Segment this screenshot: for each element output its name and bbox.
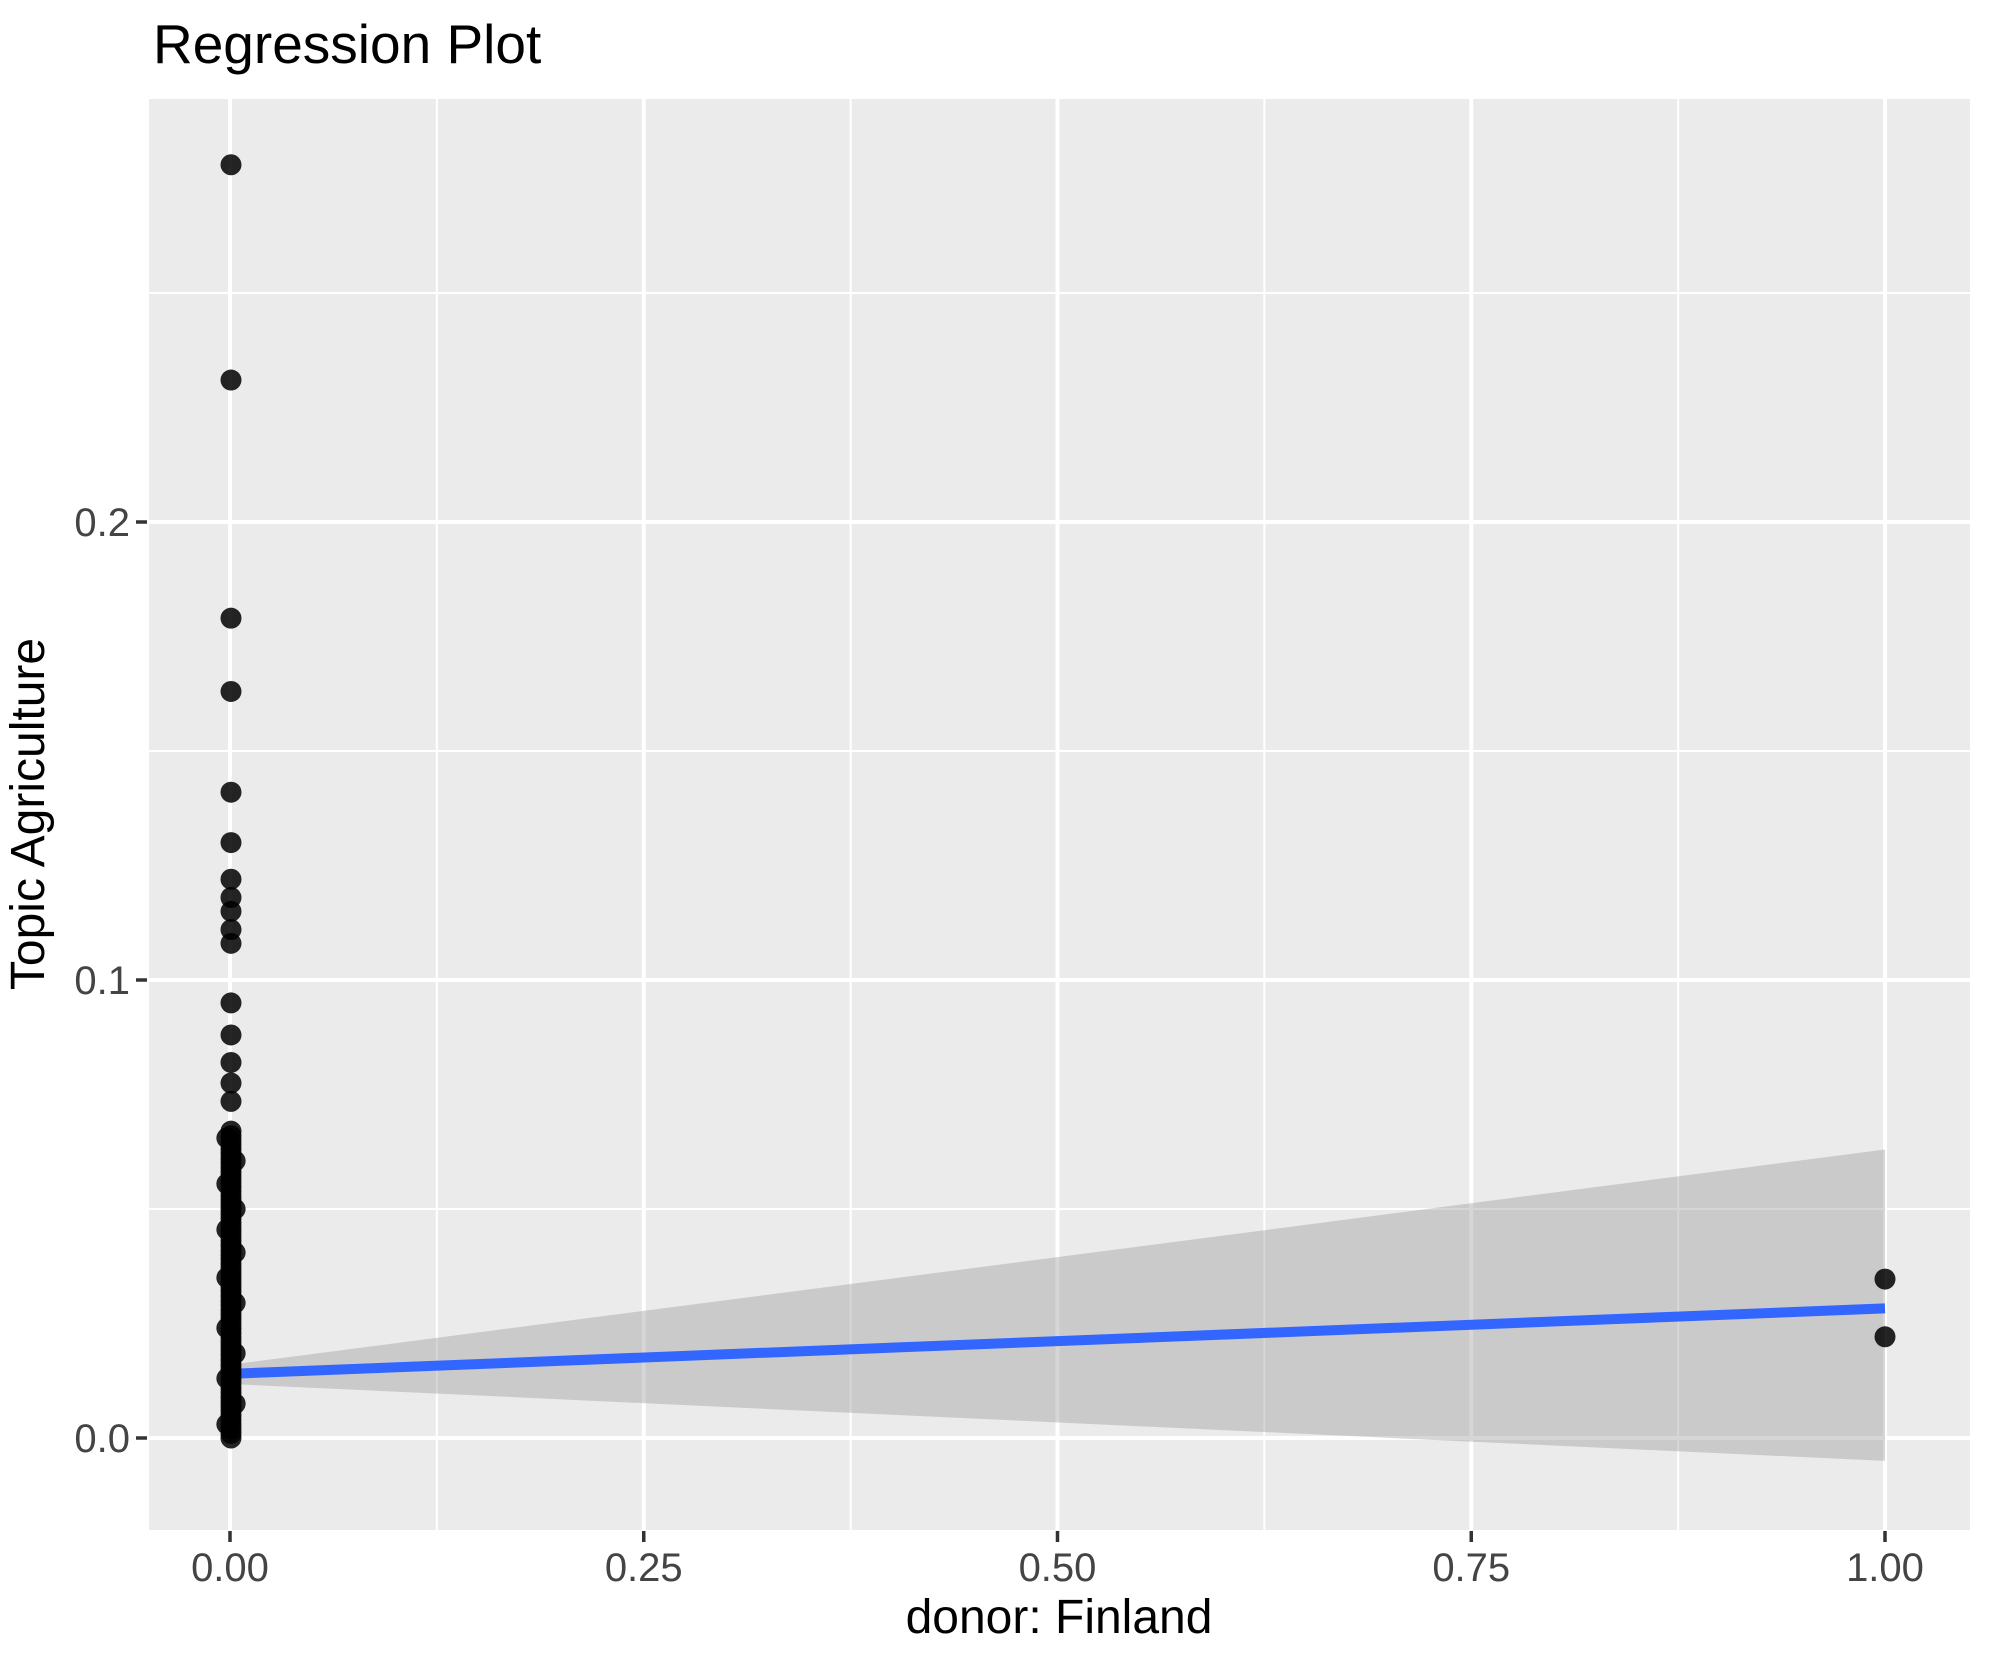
scatter-point [220, 992, 242, 1014]
scatter-point [220, 154, 242, 176]
scatter-point [1874, 1326, 1896, 1348]
x-tick-label: 0.25 [605, 1546, 683, 1590]
scatter-point [220, 832, 242, 854]
scatter-point [224, 1292, 246, 1314]
scatter-point [220, 1090, 242, 1112]
major-gridlines [149, 99, 1970, 1530]
y-tick-label: 0.1 [74, 959, 130, 1003]
data-points [216, 154, 1896, 1449]
scatter-point [216, 1367, 238, 1389]
scatter-point [220, 1051, 242, 1073]
scatter-point [220, 900, 242, 922]
scatter-point [224, 1242, 246, 1264]
x-tick-label: 0.00 [191, 1546, 269, 1590]
x-tick-label: 0.75 [1432, 1546, 1510, 1590]
scatter-point [224, 1393, 246, 1415]
y-axis-ticks: 0.0 0.1 0.2 [74, 501, 147, 1461]
scatter-point [224, 1150, 246, 1172]
x-tick-label: 0.50 [1019, 1546, 1097, 1590]
x-axis-ticks: 0.00 0.25 0.50 0.75 1.00 [191, 1531, 1924, 1590]
scatter-point [220, 932, 242, 954]
scatter-point [216, 1413, 238, 1435]
scatter-point [220, 607, 242, 629]
scatter-point [220, 1072, 242, 1094]
x-axis-title: donor: Finland [906, 1591, 1213, 1644]
x-tick-label: 1.00 [1846, 1546, 1924, 1590]
confidence-band [230, 1149, 1885, 1461]
scatter-point [220, 868, 242, 890]
scatter-point [224, 1342, 246, 1364]
scatter-point [220, 781, 242, 803]
regression-line [229, 1303, 1886, 1379]
scatter-point [216, 1219, 238, 1241]
y-tick-label: 0.2 [74, 501, 130, 545]
y-axis-title: Topic Agriculture [2, 638, 55, 990]
scatter-point [220, 369, 242, 391]
scatter-point [1874, 1268, 1896, 1290]
scatter-point [216, 1267, 238, 1289]
y-tick-label: 0.0 [74, 1417, 130, 1461]
chart-title: Regression Plot [153, 13, 541, 75]
scatter-point [224, 1198, 246, 1220]
scatter-point [220, 680, 242, 702]
scatter-point [216, 1127, 238, 1149]
scatter-point [220, 1024, 242, 1046]
scatter-point [216, 1173, 238, 1195]
scatter-point [216, 1317, 238, 1339]
